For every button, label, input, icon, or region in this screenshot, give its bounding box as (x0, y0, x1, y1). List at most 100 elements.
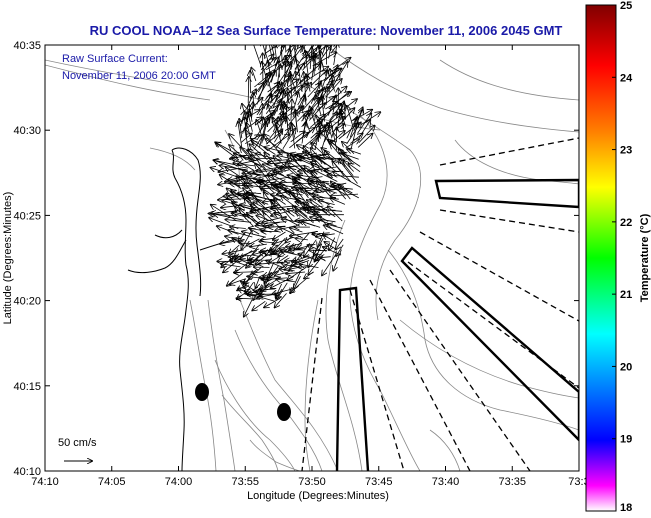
current-vector (262, 278, 288, 280)
colorbar-tick-label: 18 (620, 502, 632, 514)
current-vector (339, 185, 351, 200)
current-vector (310, 107, 318, 133)
current-vector (290, 231, 314, 236)
annotation-line-1: Raw Surface Current: (62, 53, 168, 65)
current-vector (276, 122, 282, 144)
current-vector (232, 257, 256, 267)
current-vector (357, 113, 372, 134)
current-vector (309, 250, 328, 251)
current-vector (251, 156, 270, 166)
current-vector (252, 45, 261, 65)
x-tick-label: 73:55 (231, 476, 259, 488)
current-vector (333, 184, 359, 199)
current-vector (333, 45, 338, 66)
current-vector (258, 121, 266, 148)
current-vector (253, 272, 264, 274)
current-vector (219, 166, 248, 172)
current-vector (256, 199, 274, 216)
vector-scale-label: 50 cm/s (58, 437, 97, 449)
current-vector (276, 288, 283, 299)
wedge-east (434, 178, 579, 209)
current-vector (259, 241, 275, 243)
current-vector (336, 244, 344, 256)
current-vector (302, 91, 319, 111)
colorbar-tick-label: 22 (620, 217, 632, 229)
current-vector (260, 252, 272, 257)
current-vector (333, 172, 362, 188)
colorbar-tick-label: 20 (620, 361, 632, 373)
current-vector (311, 54, 316, 81)
x-tick-label: 73:40 (432, 476, 460, 488)
current-vector (275, 293, 287, 307)
y-tick-label: 40:15 (13, 381, 41, 393)
site-marker (195, 383, 209, 401)
y-tick-label: 40:20 (13, 296, 41, 308)
current-vector (267, 265, 279, 281)
y-tick-label: 40:35 (13, 40, 41, 52)
current-vector (330, 198, 346, 205)
current-vector (253, 289, 275, 290)
x-tick-label: 74:10 (31, 476, 59, 488)
current-vector (293, 93, 299, 109)
colorbar-tick-label: 25 (620, 0, 632, 12)
current-vector (291, 99, 292, 121)
current-vector (225, 220, 252, 223)
x-tick-label: 73:45 (365, 476, 393, 488)
current-vector (271, 45, 275, 55)
current-vector (238, 122, 243, 148)
current-vector (317, 181, 333, 199)
x-tick-label: 73:3 (568, 476, 589, 488)
current-vector (328, 206, 343, 222)
current-vector (322, 253, 337, 275)
current-vector (350, 123, 358, 150)
current-vector (272, 237, 294, 244)
current-vector (304, 271, 314, 279)
current-vector (314, 170, 338, 182)
current-vector (296, 238, 308, 240)
current-vector (316, 96, 322, 115)
colorbar-tick-label: 21 (620, 289, 632, 301)
current-vector (329, 237, 336, 251)
y-axis-ticks: 40:35 40:30 40:25 40:20 40:15 40:10 (13, 40, 579, 478)
x-axis-label: Longitude (Degrees:Minutes) (247, 490, 389, 502)
annotation-line-2: November 11, 2006 20:00 GMT (62, 70, 216, 82)
current-vector (223, 249, 244, 254)
current-vector (274, 129, 282, 143)
current-vector (336, 238, 344, 249)
current-vector (268, 134, 290, 151)
current-vector (358, 126, 375, 144)
y-tick-label: 40:30 (13, 125, 41, 137)
current-vector (228, 230, 253, 238)
map-title: RU COOL NOAA–12 Sea Surface Temperature:… (90, 23, 563, 38)
current-vector (294, 276, 301, 289)
map-plot-area: Raw Surface Current: November 11, 2006 2… (44, 44, 580, 472)
colorbar: 25 24 23 22 21 20 19 18 Temperature (°C) (585, 0, 651, 514)
coverage-wedges (301, 137, 579, 471)
current-vector (275, 128, 290, 149)
current-vector (320, 159, 338, 173)
current-vector (331, 194, 359, 196)
current-vector (332, 161, 351, 182)
current-vector (276, 279, 296, 282)
current-vector (323, 235, 338, 244)
current-vector (310, 48, 312, 70)
current-vector (290, 228, 303, 233)
current-vector (274, 199, 294, 222)
current-vector (258, 293, 279, 298)
colorbar-gradient (585, 4, 617, 512)
site-marker (277, 403, 291, 421)
current-vector (340, 153, 361, 167)
current-vector (341, 110, 344, 131)
colorbar-tick-label: 23 (620, 145, 632, 157)
current-vector (241, 282, 254, 291)
wedge-south (335, 286, 370, 471)
current-vector (264, 298, 280, 308)
x-axis-ticks: 74:10 74:05 74:00 73:55 73:50 73:45 73:40 73:35… (31, 45, 590, 488)
current-vector (255, 296, 275, 302)
current-vector (290, 131, 305, 143)
current-vector (328, 224, 343, 229)
current-vector (322, 45, 327, 54)
surface-current-vectors (209, 45, 381, 317)
colorbar-tick-label: 24 (620, 72, 633, 84)
